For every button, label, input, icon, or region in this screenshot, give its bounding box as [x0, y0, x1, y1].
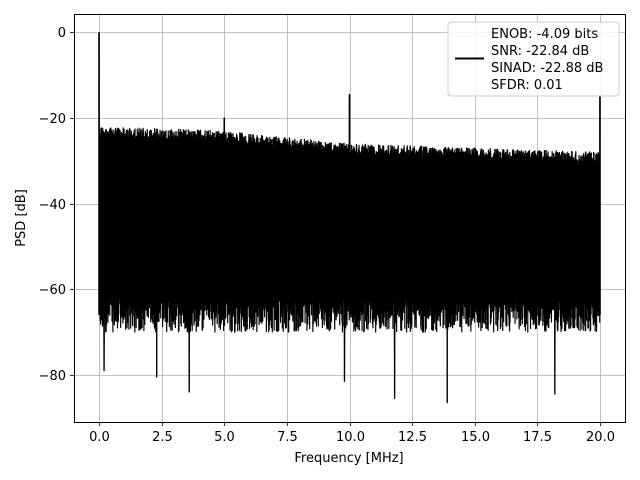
y-tick-label: −20: [39, 112, 66, 127]
legend-sfdr: SFDR: 0.01: [491, 78, 563, 93]
x-tick-label: 2.5: [152, 430, 173, 445]
legend-box: [447, 21, 620, 97]
y-tick-label: −60: [39, 283, 66, 298]
plot-frame: [74, 14, 626, 423]
x-tick-label: 15.0: [461, 430, 490, 445]
x-tick-label: 7.5: [277, 430, 298, 445]
y-axis-label: PSD [dB]: [14, 189, 29, 247]
x-axis-ticks: 0.0 2.5 5.0 7.5 10.0 12.5 15.0 17.5 20.0: [89, 422, 615, 445]
y-tick-label: −80: [39, 369, 66, 384]
x-tick-label: 10.0: [336, 430, 365, 445]
y-tick-label: −40: [39, 198, 66, 213]
legend-snr: SNR: -22.84 dB: [491, 44, 589, 59]
x-tick-label: 5.0: [214, 430, 235, 445]
legend: ENOB: -4.09 bits SNR: -22.84 dB SINAD: -…: [447, 21, 620, 97]
x-tick-label: 0.0: [89, 430, 110, 445]
legend-enob: ENOB: -4.09 bits: [491, 27, 598, 42]
psd-series: [98, 32, 601, 404]
y-tick-label: 0: [58, 26, 66, 41]
x-axis-label: Frequency [MHz]: [294, 451, 403, 466]
y-axis-ticks: 0 −20 −40 −60 −80: [39, 26, 74, 384]
x-tick-label: 12.5: [398, 430, 427, 445]
x-tick-label: 20.0: [586, 430, 615, 445]
x-tick-label: 17.5: [523, 430, 552, 445]
legend-sinad: SINAD: -22.88 dB: [491, 61, 603, 76]
